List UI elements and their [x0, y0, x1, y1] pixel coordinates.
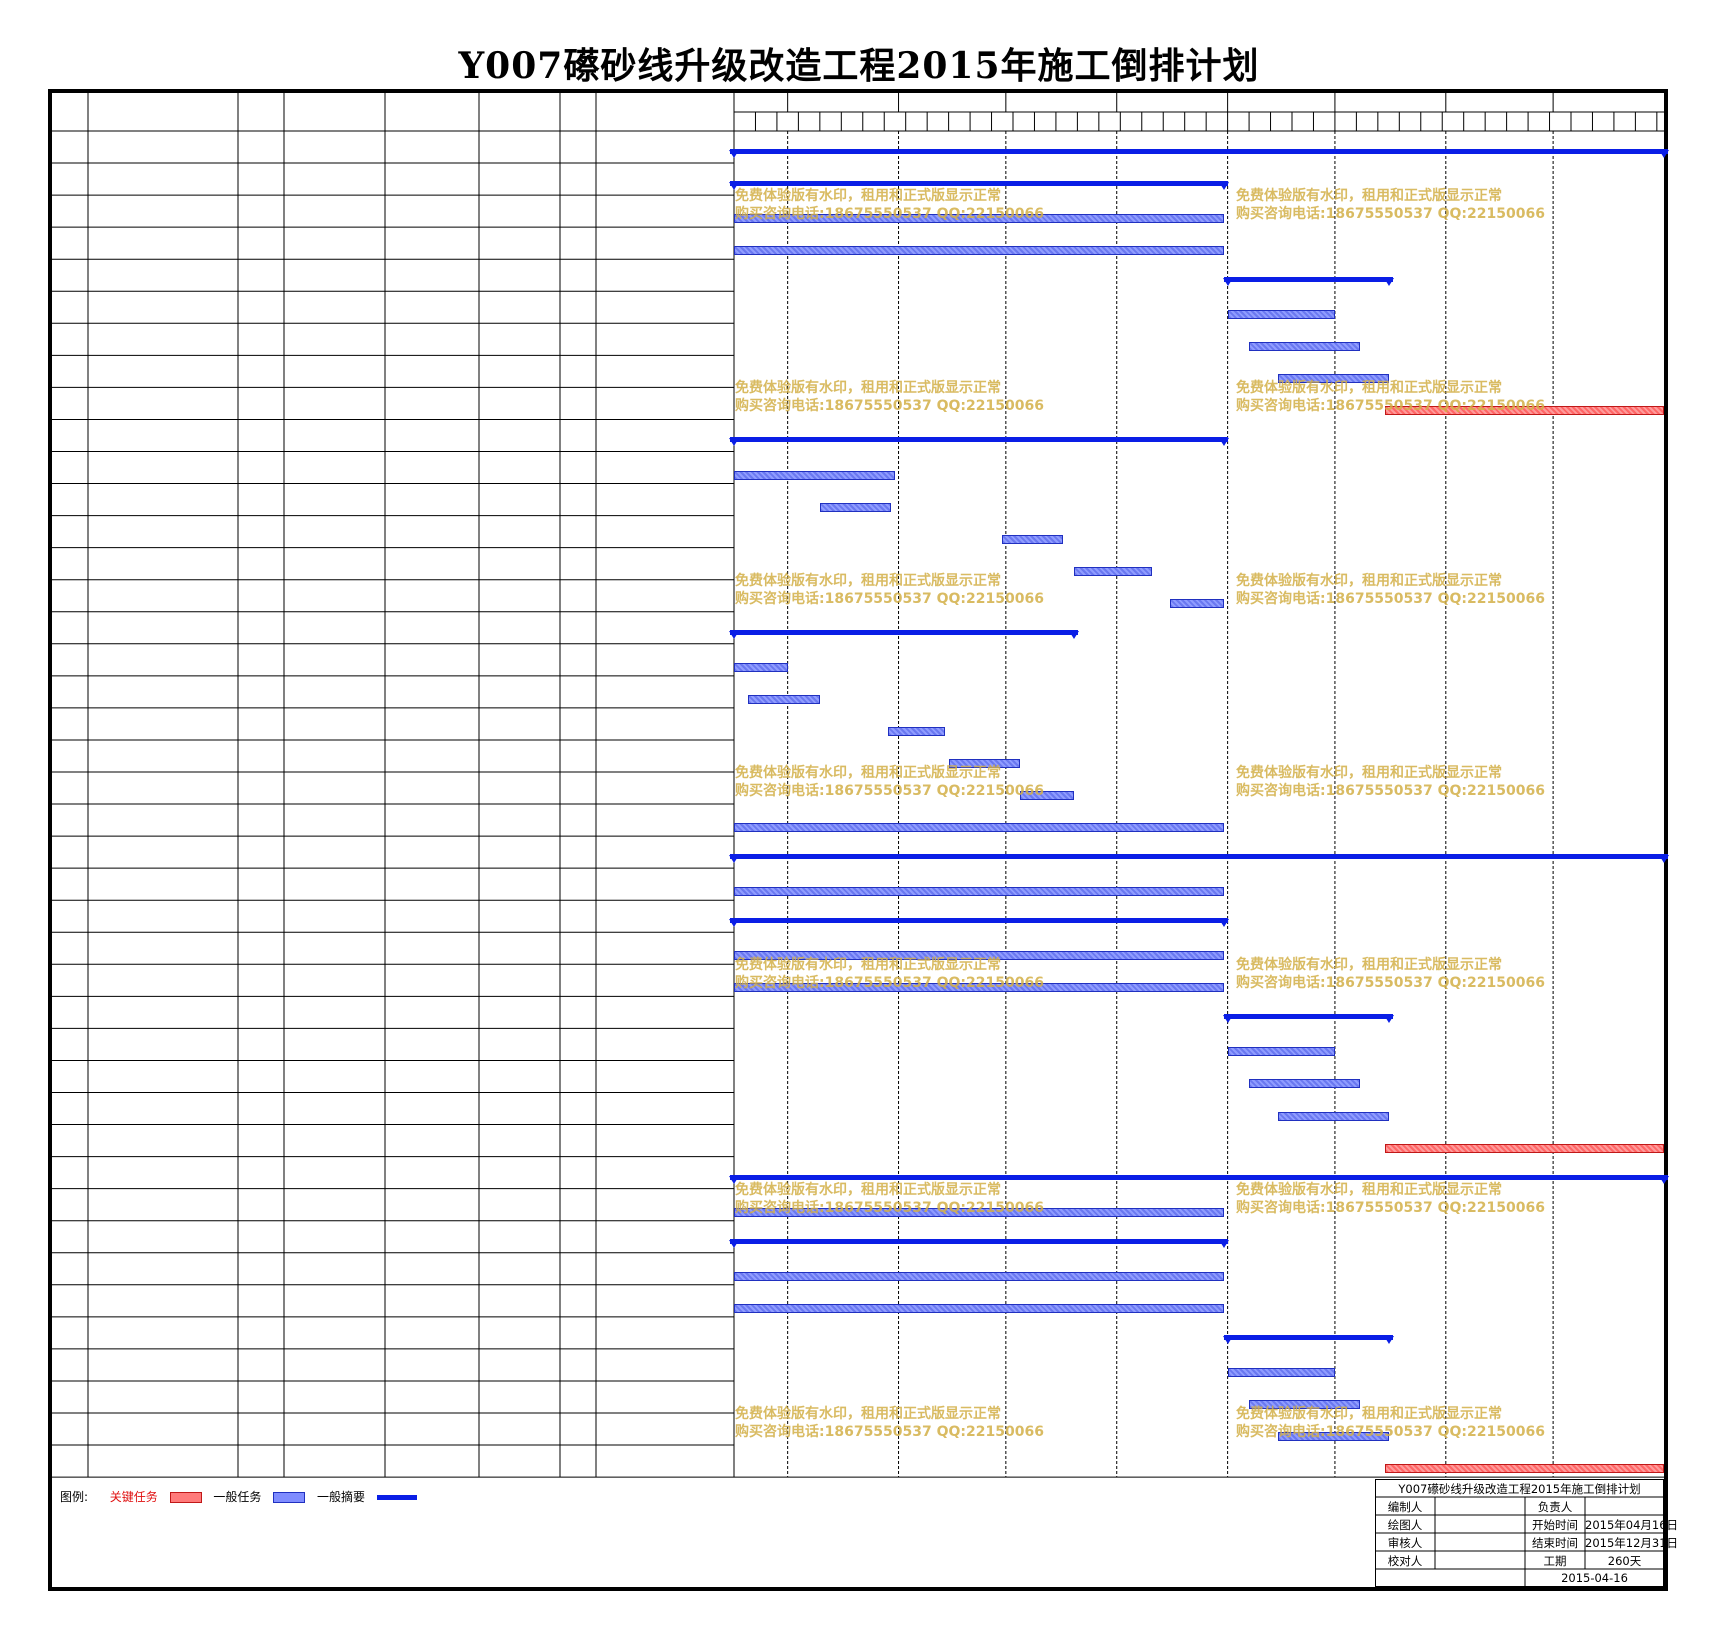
legend-summary-label: 一般摘要	[317, 1490, 366, 1504]
critical-task-bar	[1385, 1143, 1664, 1153]
task-bar	[734, 951, 1225, 961]
task-bar	[948, 758, 1021, 768]
summary-bar-end	[1659, 150, 1669, 158]
summary-bar-start	[1222, 1335, 1233, 1344]
task-bar	[1227, 1367, 1335, 1377]
summary-bar-end	[1068, 630, 1079, 639]
legend: 图例: 关键任务 一般任务 一般摘要	[60, 1488, 417, 1505]
summary-bar-start	[1222, 278, 1233, 287]
summary-bar-end	[1219, 1239, 1230, 1248]
summary-bar	[1223, 277, 1393, 283]
summary-bar-end	[1219, 182, 1230, 191]
task-bar	[734, 1271, 1225, 1281]
title-block: Y007礤砂线升级改造工程2015年施工倒排计划 编制人 负责人 绘图人 开始时…	[1375, 1479, 1679, 1587]
task-bar	[1249, 1079, 1360, 1089]
task-bar	[734, 470, 895, 480]
summary-bar-end	[1659, 855, 1669, 864]
task-bar	[734, 983, 1225, 993]
summary-bar-start	[1222, 1015, 1233, 1024]
summary-bar-start	[729, 1175, 739, 1184]
tb-compiler-label: 编制人	[1387, 1500, 1423, 1514]
summary-bar-end	[1383, 1015, 1394, 1024]
tb-manager-label: 负责人	[1537, 1500, 1573, 1514]
task-bar	[734, 887, 1225, 897]
legend-critical-swatch	[169, 1492, 202, 1503]
task-bar	[1073, 566, 1153, 576]
summary-bar	[730, 1174, 1668, 1180]
legend-summary-swatch	[376, 1495, 417, 1500]
critical-task-bar	[1385, 406, 1664, 416]
summary-bar-start	[729, 855, 739, 864]
task-bar	[734, 823, 1225, 833]
summary-bar	[730, 181, 1229, 187]
task-bar	[819, 502, 892, 512]
tb-end-label: 结束时间	[1532, 1536, 1578, 1550]
critical-task-bar	[1385, 1464, 1664, 1474]
task-bar	[734, 1303, 1225, 1313]
summary-bar-end	[1219, 919, 1230, 928]
tb-start-label: 开始时间	[1532, 1518, 1578, 1532]
task-bar	[1277, 1432, 1389, 1441]
legend-normal-label: 一般任务	[213, 1490, 262, 1504]
task-bar	[1249, 342, 1360, 352]
summary-bar-start	[729, 1239, 739, 1248]
legend-label: 图例:	[60, 1490, 89, 1504]
summary-bar-start	[729, 630, 739, 639]
summary-bar	[1223, 1014, 1393, 1020]
title-block-heading: Y007礤砂线升级改造工程2015年施工倒排计划	[1398, 1482, 1641, 1496]
task-bar	[748, 694, 820, 704]
summary-bar	[730, 149, 1668, 154]
task-bar	[1020, 791, 1074, 800]
tb-duration-value: 260天	[1607, 1554, 1642, 1568]
task-bar	[734, 1207, 1225, 1217]
summary-bar	[730, 1238, 1229, 1244]
tb-end-value: 2015年12月31日	[1585, 1536, 1679, 1550]
tb-reviewer-label: 审核人	[1387, 1536, 1423, 1550]
task-bar	[1227, 1047, 1335, 1057]
schedule-frame	[48, 89, 1668, 1591]
legend-critical-label: 关键任务	[109, 1490, 158, 1504]
task-bar	[1002, 534, 1064, 544]
summary-bar	[730, 437, 1229, 443]
summary-bar	[1223, 1334, 1393, 1340]
page-title: Y007礤砂线升级改造工程2015年施工倒排计划	[458, 45, 1260, 87]
summary-bar-start	[729, 150, 739, 158]
summary-bar	[730, 629, 1078, 635]
summary-bar	[730, 854, 1668, 860]
task-bar	[1277, 1111, 1389, 1121]
summary-bar-end	[1383, 278, 1394, 287]
task-bar	[1249, 1399, 1360, 1409]
task-bar	[1277, 374, 1389, 384]
summary-bar-start	[729, 438, 739, 447]
task-bar	[1227, 310, 1335, 320]
task-bar	[734, 214, 1225, 224]
task-bar	[734, 662, 788, 672]
tb-start-value: 2015年04月16日	[1585, 1518, 1679, 1532]
tb-duration-label: 工期	[1543, 1554, 1567, 1568]
task-bar	[1170, 598, 1225, 608]
summary-bar-start	[729, 182, 739, 191]
task-bar	[887, 726, 946, 736]
summary-bar-start	[729, 919, 739, 928]
summary-bar-end	[1383, 1335, 1394, 1344]
task-bar	[734, 246, 1225, 256]
legend-normal-swatch	[273, 1492, 306, 1503]
tb-date: 2015-04-16	[1561, 1571, 1628, 1585]
tb-checker-label: 校对人	[1387, 1554, 1423, 1568]
summary-bar-end	[1659, 1175, 1669, 1184]
tb-drafter-label: 绘图人	[1387, 1518, 1423, 1532]
summary-bar	[730, 918, 1229, 924]
summary-bar-end	[1219, 438, 1230, 447]
